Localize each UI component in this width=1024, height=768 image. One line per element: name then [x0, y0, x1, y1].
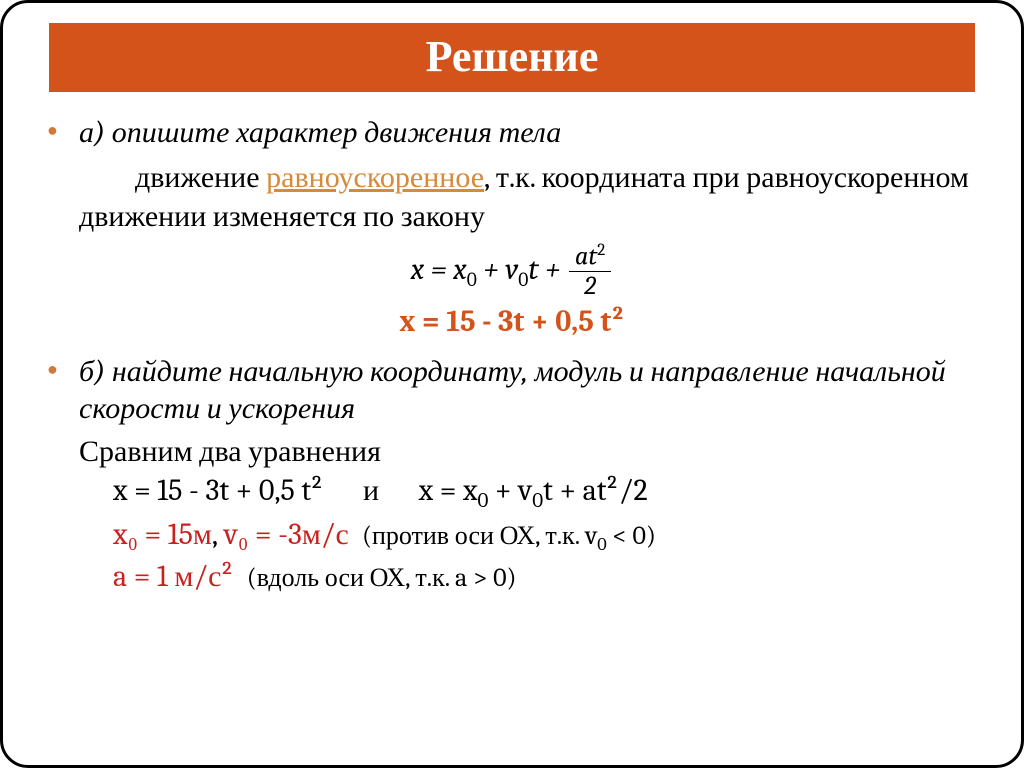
formula-v0t: v0t: [505, 252, 538, 287]
fraction-den: 2: [569, 272, 611, 302]
title-text: Решение: [426, 31, 599, 82]
formula-x: x: [411, 252, 424, 287]
part-a-body: движение равноускоренное, т.к. координат…: [79, 158, 985, 236]
part-a-pre: движение: [135, 160, 266, 195]
equation-compare-row: x = 15 - 3t + 0,5 t² и x = x0 + v0t + at…: [113, 473, 985, 513]
formula-x0: x0: [453, 252, 476, 287]
result-row-2: a = 1 м/с² (вдоль оси ОХ, т.к. a > 0): [113, 559, 985, 594]
part-a-link[interactable]: равноускоренное: [266, 160, 484, 195]
slide-frame: Решение а) опишите характер движения тел…: [0, 0, 1024, 768]
part-b: б) найдите начальную координату, модуль …: [39, 353, 985, 428]
part-a-prompt: а) опишите характер движения тела: [79, 114, 985, 152]
sep: ,: [212, 517, 224, 552]
generic-formula: x = x0 + v0t + at2 2: [39, 242, 985, 302]
fraction-num: at2: [569, 242, 611, 272]
a-value: a = 1 м/с²: [113, 559, 234, 594]
eq-left: x = 15 - 3t + 0,5 t²: [113, 473, 323, 508]
eq-right: x = x0 + v0t + at²/2: [419, 473, 648, 508]
v0-paren: (против оси ОХ, т.к. v0 < 0): [362, 521, 656, 551]
part-a: а) опишите характер движения тела: [39, 114, 985, 152]
formula-fraction: at2 2: [569, 242, 611, 302]
compare-intro: Сравним два уравнения: [79, 434, 985, 469]
bullet-list-b: б) найдите начальную координату, модуль …: [39, 353, 985, 428]
x0-value: x₀ = 15м: [113, 517, 212, 552]
part-b-prompt: б) найдите начальную координату, модуль …: [79, 353, 985, 428]
bullet-list: а) опишите характер движения тела: [39, 114, 985, 152]
result-row-1: x₀ = 15м, v₀ = -3м/с (против оси ОХ, т.к…: [113, 517, 985, 555]
a-paren: (вдоль оси ОХ, т.к. a > 0): [247, 563, 517, 593]
eq-joiner: и: [363, 473, 379, 508]
title-bar: Решение: [49, 23, 975, 92]
specific-equation: x = 15 - 3t + 0,5 t²: [39, 304, 985, 339]
v0-value: v₀ = -3м/с: [224, 517, 349, 552]
